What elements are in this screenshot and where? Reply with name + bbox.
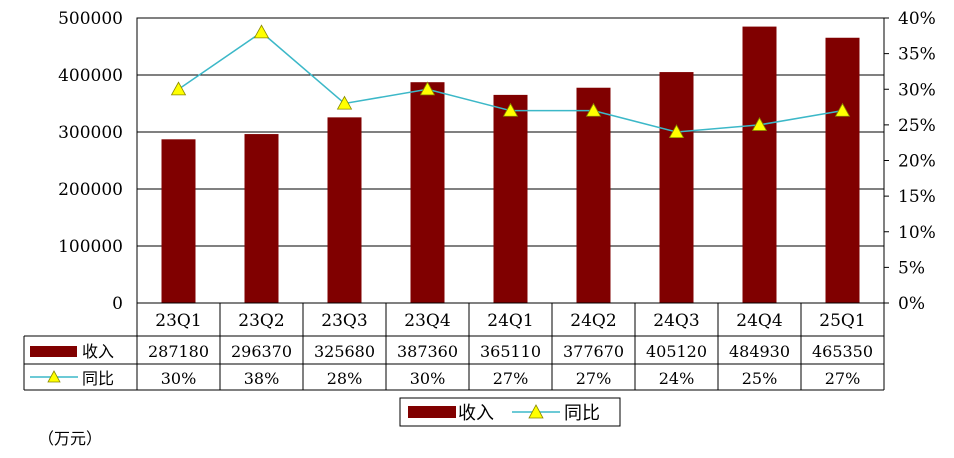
revenue-row-label: 收入 (82, 342, 114, 361)
revenue-bar (493, 94, 528, 303)
axes: 0 100000 200000 300000 400000 500000 0% 5% 10% 15… (58, 9, 936, 314)
yoy-marker (668, 124, 685, 139)
yoy-marker (502, 102, 519, 117)
yoy-value-cell: 38% (244, 369, 280, 388)
yoy-value-cell: 27% (576, 369, 612, 388)
yoy-value-cell: 28% (327, 369, 363, 388)
revenue-value-cell: 405120 (646, 342, 707, 361)
data-table: 23Q1 287180 30% 23Q2 296370 38% 23Q3 325680 28% 2… (23, 303, 885, 391)
yoy-value-cell: 24% (659, 369, 695, 388)
yoy-value-cell: 30% (161, 369, 197, 388)
category-label: 24Q1 (487, 311, 533, 331)
revenue-bar (825, 37, 860, 304)
revenue-bar (244, 134, 279, 303)
yoy-marker (751, 117, 768, 131)
yoy-row-marker (47, 370, 61, 383)
revenue-bars (161, 26, 860, 304)
y2-tick-label: 30% (898, 80, 936, 100)
revenue-value-cell: 377670 (563, 342, 624, 361)
yoy-row-label: 同比 (82, 369, 114, 388)
revenue-bar (161, 139, 196, 303)
revenue-value-cell: 465350 (812, 342, 873, 361)
y-tick-label: 300000 (58, 123, 123, 143)
unit-note: （万元） (38, 429, 103, 448)
y-tick-label: 0 (112, 294, 123, 314)
revenue-bar (410, 82, 445, 303)
y2-tick-label: 5% (898, 258, 925, 278)
yoy-value-cell: 30% (410, 369, 446, 388)
y-tick-label: 100000 (58, 237, 123, 257)
y2-tick-label: 35% (898, 45, 936, 65)
y2-tick-label: 40% (898, 9, 936, 29)
revenue-value-cell: 484930 (729, 342, 790, 361)
y2-tick-label: 20% (898, 152, 936, 172)
category-label: 23Q4 (404, 311, 450, 331)
category-label: 24Q4 (736, 311, 782, 331)
revenue-row-swatch (30, 346, 77, 357)
yoy-value-cell: 27% (825, 369, 861, 388)
yoy-marker (170, 81, 187, 96)
category-label: 24Q2 (570, 311, 616, 331)
category-label: 25Q1 (819, 311, 865, 331)
category-label: 23Q2 (238, 311, 284, 331)
y2-tick-label: 15% (898, 187, 936, 207)
yoy-value-cell: 25% (742, 369, 778, 388)
yoy-value-cell: 27% (493, 369, 529, 388)
legend-yoy-marker (528, 404, 544, 419)
yoy-marker (336, 95, 353, 110)
yoy-marker (419, 81, 436, 96)
category-label: 23Q3 (321, 311, 367, 331)
category-label: 23Q1 (155, 311, 201, 331)
revenue-value-cell: 387360 (397, 342, 458, 361)
legend-revenue-swatch (408, 406, 456, 418)
plot-frame (136, 17, 885, 304)
legend: 收入 同比 (399, 397, 621, 427)
y2-tick-label: 10% (898, 223, 936, 243)
revenue-bar (327, 117, 362, 303)
revenue-value-cell: 365110 (480, 342, 541, 361)
yoy-marker (585, 102, 602, 117)
y2-tick-label: 25% (898, 116, 936, 136)
y-tick-label: 200000 (58, 180, 123, 200)
yoy-marker (834, 102, 851, 117)
revenue-value-cell: 296370 (231, 342, 292, 361)
y-tick-label: 500000 (58, 9, 123, 29)
category-label: 24Q3 (653, 311, 699, 331)
y-tick-label: 400000 (58, 66, 123, 86)
revenue-value-cell: 287180 (148, 342, 209, 361)
revenue-bar (742, 26, 777, 303)
yoy-marker (253, 24, 270, 39)
yoy-line (170, 24, 851, 139)
y2-tick-label: 0% (898, 294, 925, 314)
revenue-value-cell: 325680 (314, 342, 375, 361)
legend-yoy-label: 同比 (564, 403, 600, 424)
revenue-bar (659, 72, 694, 303)
revenue-bar (576, 87, 611, 303)
legend-revenue-label: 收入 (458, 403, 494, 424)
